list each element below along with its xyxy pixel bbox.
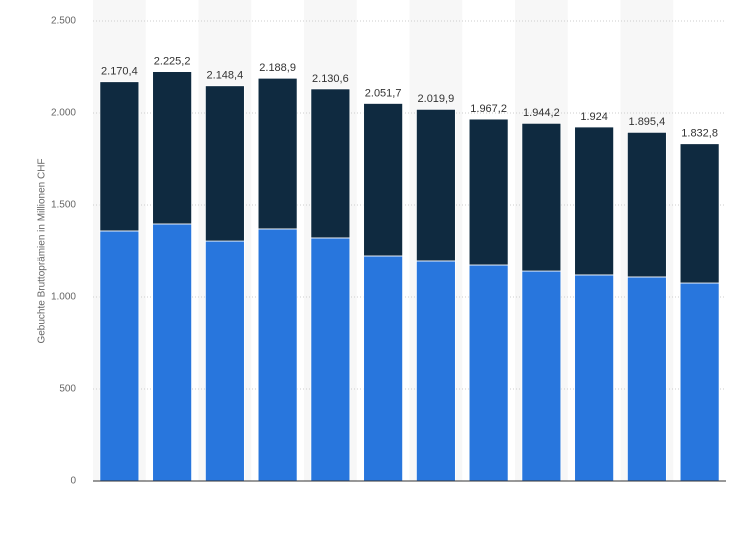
bar-segment (468, 118, 509, 266)
bar-segment (310, 237, 351, 482)
total-label: 1.967,2 (470, 103, 507, 115)
bar-segment (521, 270, 562, 482)
y-axis-label: Gebuchte Bruttoprämien in Millionen CHF (37, 158, 48, 343)
bar-segment (415, 260, 456, 482)
bar-segment (626, 276, 667, 482)
total-label: 2.148,4 (207, 70, 244, 82)
bar-segment (574, 126, 615, 276)
total-label: 2.188,9 (259, 62, 296, 74)
y-tick-label: 2.500 (51, 16, 76, 27)
y-tick-label: 0 (70, 476, 76, 487)
bar-segment (679, 143, 720, 284)
total-label: 2.225,2 (154, 55, 191, 67)
bar-segment (204, 240, 245, 482)
y-tick-label: 1.000 (51, 292, 76, 303)
bar-segment (363, 103, 404, 257)
y-tick-label: 2.000 (51, 108, 76, 119)
bar-segment (152, 223, 193, 482)
total-label: 2.170,4 (101, 66, 138, 78)
bar-segment (521, 122, 562, 272)
bar-segment (99, 81, 140, 232)
total-label: 1.924 (580, 111, 608, 123)
bar-segment (99, 230, 140, 482)
total-label: 1.944,2 (523, 107, 560, 119)
bar-segment (415, 108, 456, 262)
total-label: 1.895,4 (629, 116, 666, 128)
y-tick-label: 500 (59, 384, 76, 395)
bar-segment (468, 264, 509, 482)
bar-segment (204, 85, 245, 242)
bar-segment (363, 255, 404, 482)
bar-segment (257, 228, 298, 482)
total-label: 2.130,6 (312, 73, 349, 85)
bar-segment (574, 274, 615, 482)
bar-segment (310, 88, 351, 239)
bar-segment (626, 131, 667, 278)
bar-segment (257, 77, 298, 230)
total-label: 2.051,7 (365, 87, 402, 99)
y-tick-label: 1.500 (51, 200, 76, 211)
bar-segment (152, 71, 193, 225)
total-label: 2.019,9 (418, 93, 455, 105)
bar-segment (679, 282, 720, 482)
total-label: 1.832,8 (681, 128, 718, 140)
